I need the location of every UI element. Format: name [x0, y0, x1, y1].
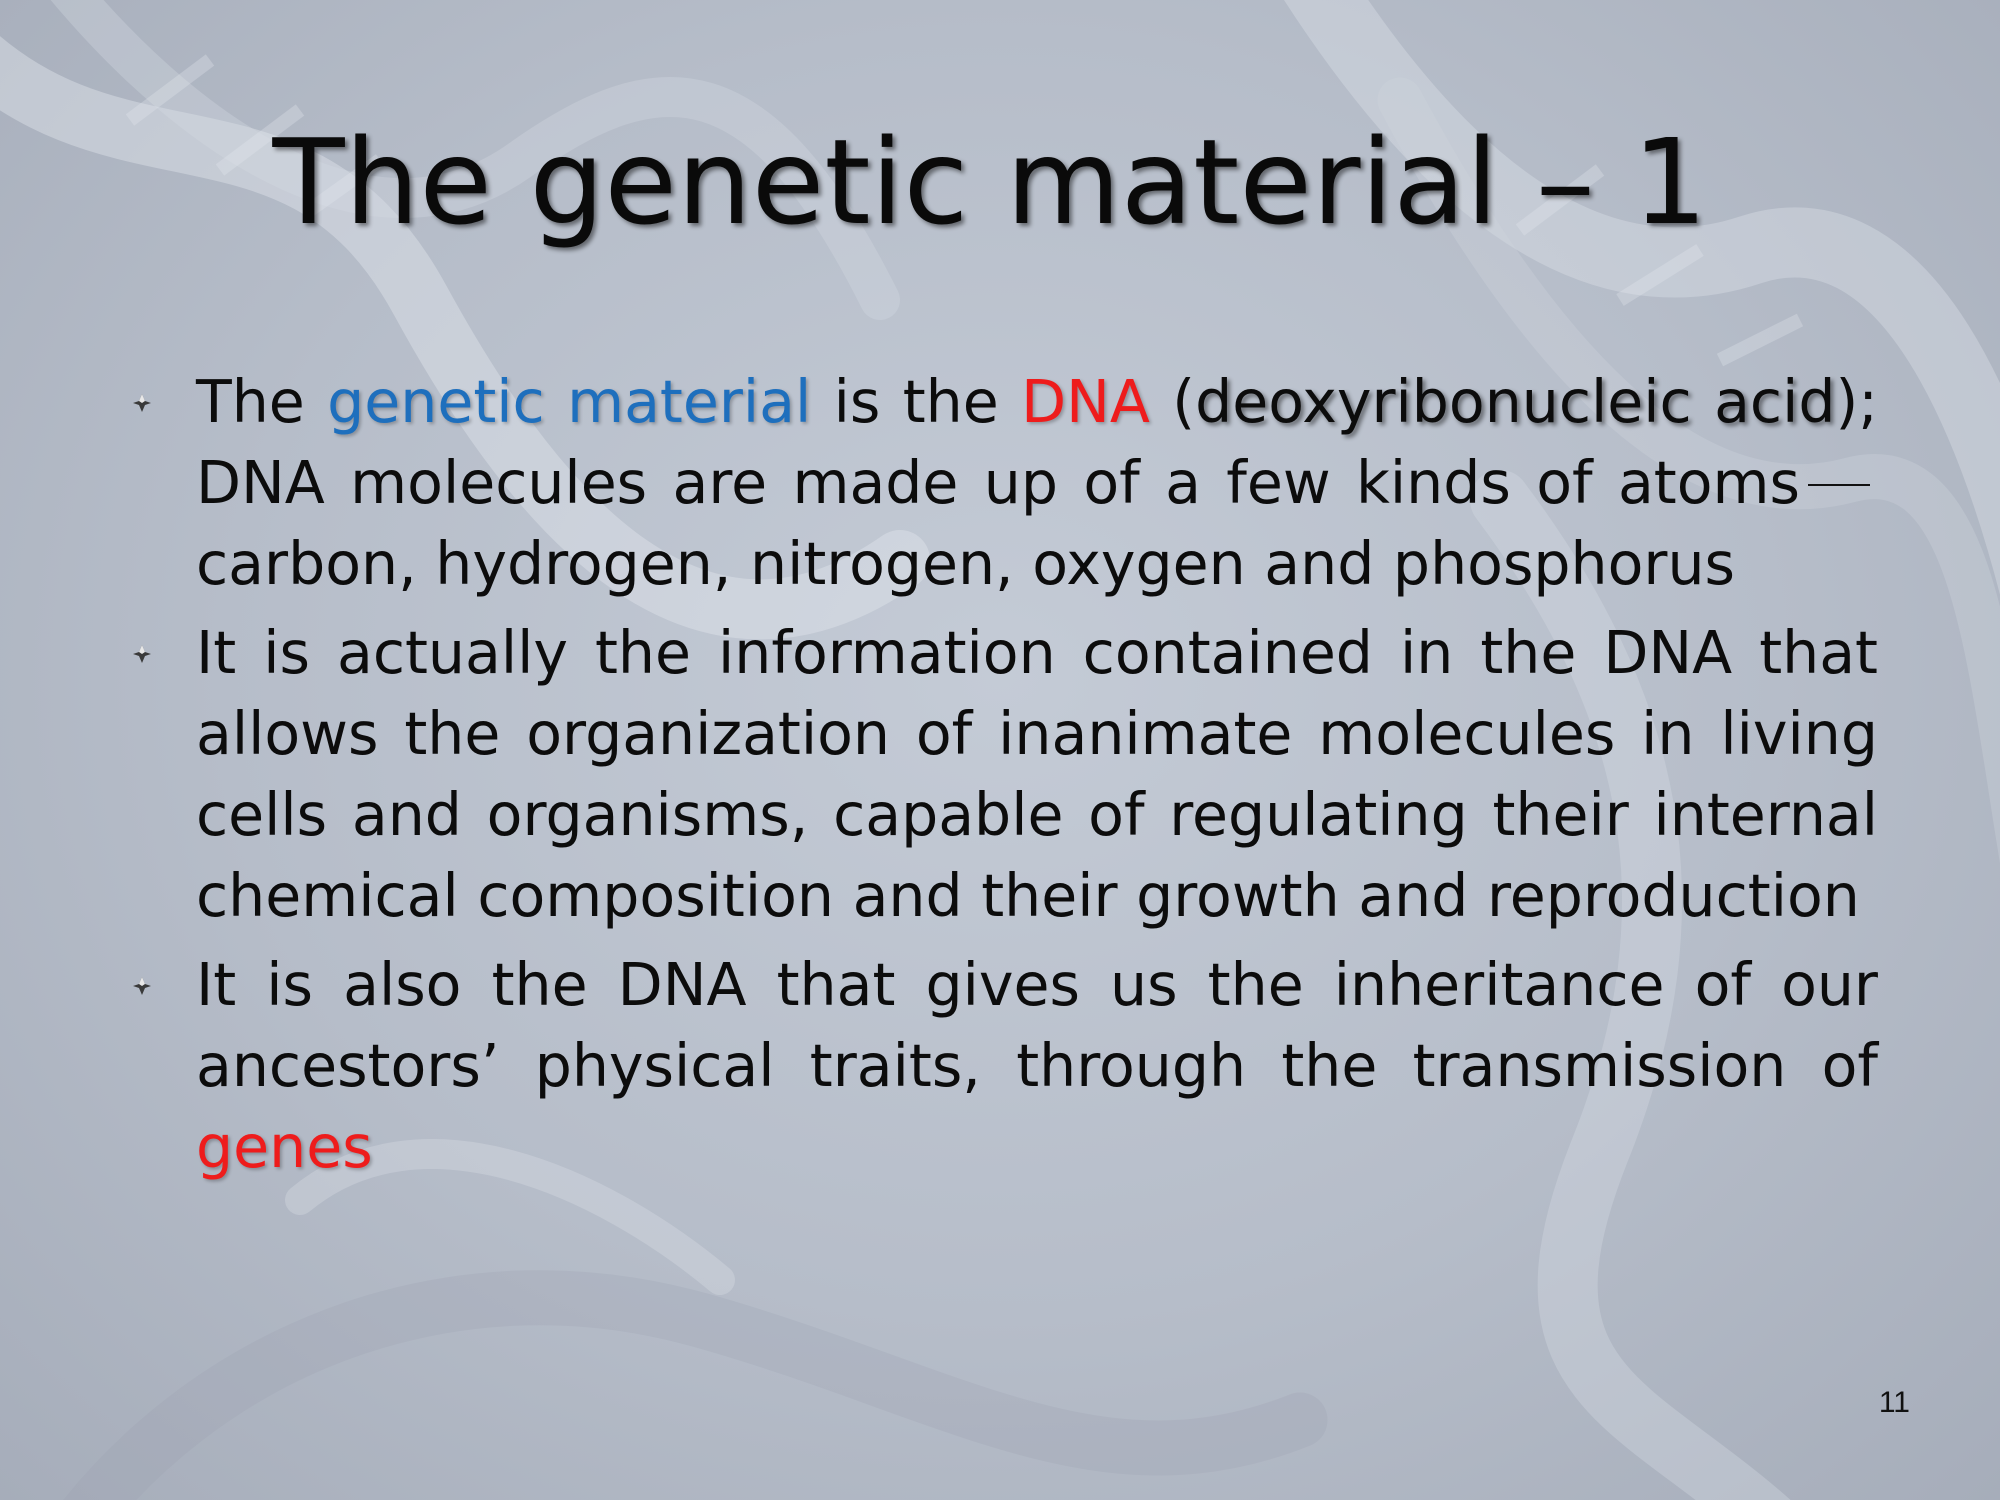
dna-highlight: DNA	[1021, 368, 1150, 436]
bullet-text: carbon, hydrogen, nitrogen, oxygen and p…	[196, 530, 1736, 598]
bullet-text: It is actually the information contained…	[196, 619, 1878, 930]
bullet-item: It is also the DNA that gives us the inh…	[126, 945, 1878, 1188]
arrow-bullet-icon	[133, 645, 151, 663]
bullet-text: ); DNA molecules are made up of a few ki…	[196, 368, 1879, 517]
deoxyribonucleic-acid-term: deoxyribonucleic acid	[1195, 368, 1836, 436]
bullet-text: The	[196, 368, 328, 436]
slide-title-text: The genetic material – 1	[272, 113, 1708, 251]
bullet-text: is the	[811, 368, 1022, 436]
slide-title: The genetic material – 1	[0, 113, 2000, 251]
arrow-bullet-icon	[133, 394, 151, 412]
bullet-text: It is also the DNA that gives us the inh…	[196, 951, 1878, 1100]
bullet-item: It is actually the information contained…	[126, 613, 1878, 937]
genes-highlight: genes	[196, 1113, 373, 1181]
bullet-text: (	[1149, 368, 1196, 436]
genetic-material-highlight: genetic material	[327, 368, 812, 436]
em-dash-rule	[1808, 483, 1870, 486]
arrow-bullet-icon	[133, 977, 151, 995]
bullet-list: The genetic material is the DNA (deoxyri…	[126, 362, 1878, 1196]
page-number: 11	[1878, 1386, 1910, 1419]
bullet-item: The genetic material is the DNA (deoxyri…	[126, 362, 1878, 605]
